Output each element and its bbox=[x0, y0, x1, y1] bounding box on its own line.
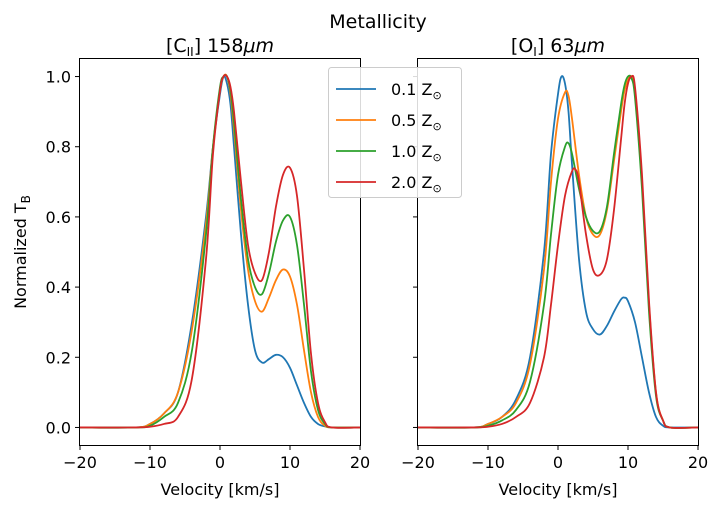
figure-suptitle: Metallicity bbox=[329, 11, 426, 33]
legend-label: 0.5 Z⊙ bbox=[391, 111, 442, 133]
x-tick-label-oi: 0 bbox=[553, 453, 563, 472]
series-line-oi-0-1 bbox=[417, 75, 699, 429]
legend-box bbox=[328, 67, 462, 198]
x-axis-label-cii: Velocity [km/s] bbox=[161, 480, 280, 499]
x-tick-label-cii: 20 bbox=[350, 453, 370, 472]
plot-frame-cii bbox=[79, 58, 361, 446]
legend-items: 0.1 Z⊙ 0.5 Z⊙ 1.0 Z⊙ 2.0 Z⊙ bbox=[336, 80, 442, 195]
panel-cii: [CII] 158μm −20 −10 0 10 20 0.0 0.2 0.4 0.6 0.8 1… bbox=[11, 35, 370, 499]
legend-label: 2.0 Z⊙ bbox=[391, 173, 442, 195]
series-line-cii-2-0 bbox=[79, 74, 361, 429]
legend-label: 1.0 Z⊙ bbox=[391, 142, 442, 164]
x-ticks-cii: −20 −10 0 10 20 bbox=[63, 445, 370, 472]
y-tick-label: 1.0 bbox=[46, 68, 71, 87]
x-tick-label-oi: −20 bbox=[401, 453, 435, 472]
x-tick-label-cii: 0 bbox=[215, 453, 225, 472]
series-line-oi-2-0 bbox=[417, 74, 699, 429]
x-tick-label-cii: −20 bbox=[63, 453, 97, 472]
series-line-cii-0-1 bbox=[79, 75, 361, 429]
series-line-cii-1-0 bbox=[79, 74, 361, 429]
curves-cii bbox=[79, 73, 361, 429]
panel-oi: [OI] 63μm −20 −10 0 10 20 Velocity [km/s] bbox=[401, 35, 708, 499]
y-tick-label: 0.0 bbox=[46, 418, 71, 437]
x-tick-label-oi: 10 bbox=[618, 453, 638, 472]
y-tick-label: 0.2 bbox=[46, 348, 71, 367]
x-tick-label-oi: 20 bbox=[688, 453, 708, 472]
curves-oi bbox=[417, 74, 699, 429]
y-tick-label: 0.4 bbox=[46, 278, 71, 297]
panel-title-cii: [CII] 158μm bbox=[166, 35, 274, 59]
y-axis-label: Normalized TB bbox=[11, 195, 33, 309]
x-axis-label-oi: Velocity [km/s] bbox=[499, 480, 618, 499]
legend: 0.1 Z⊙ 0.5 Z⊙ 1.0 Z⊙ 2.0 Z⊙ bbox=[328, 67, 462, 198]
y-tick-label: 0.8 bbox=[46, 138, 71, 157]
panel-title-oi: [OI] 63μm bbox=[511, 35, 605, 59]
y-tick-label: 0.6 bbox=[46, 208, 71, 227]
x-ticks-oi: −20 −10 0 10 20 bbox=[401, 445, 708, 472]
y-ticks-cii: 0.0 0.2 0.4 0.6 0.8 1.0 bbox=[46, 68, 80, 437]
series-line-cii-0-5 bbox=[79, 73, 361, 429]
x-tick-label-oi: −10 bbox=[471, 453, 505, 472]
legend-label: 0.1 Z⊙ bbox=[391, 80, 442, 102]
x-tick-label-cii: −10 bbox=[133, 453, 167, 472]
x-tick-label-cii: 10 bbox=[280, 453, 300, 472]
